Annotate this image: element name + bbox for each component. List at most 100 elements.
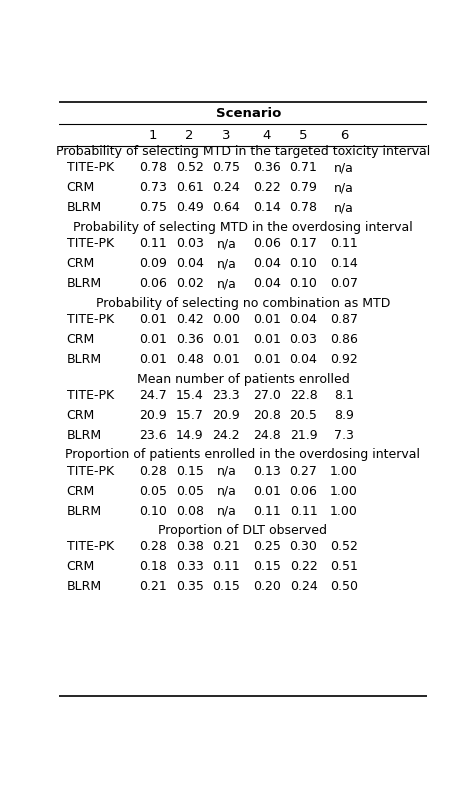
Text: 1.00: 1.00 [330, 485, 358, 497]
Text: 0.21: 0.21 [139, 581, 167, 593]
Text: 0.75: 0.75 [212, 162, 240, 174]
Text: 0.92: 0.92 [330, 353, 358, 366]
Text: 23.3: 23.3 [212, 388, 240, 402]
Text: 0.05: 0.05 [176, 485, 204, 497]
Text: 0.06: 0.06 [290, 485, 318, 497]
Text: 0.24: 0.24 [290, 581, 318, 593]
Text: 8.1: 8.1 [334, 388, 354, 402]
Text: 0.01: 0.01 [212, 353, 240, 366]
Text: 0.30: 0.30 [290, 541, 318, 553]
Text: 0.79: 0.79 [290, 181, 318, 194]
Text: BLRM: BLRM [66, 353, 102, 366]
Text: 0.04: 0.04 [290, 353, 318, 366]
Text: 0.03: 0.03 [290, 333, 318, 346]
Text: n/a: n/a [334, 181, 354, 194]
Text: 0.22: 0.22 [290, 560, 318, 574]
Text: n/a: n/a [217, 237, 237, 250]
Text: 24.7: 24.7 [139, 388, 167, 402]
Text: TITE-PK: TITE-PK [66, 313, 114, 326]
Text: 2: 2 [185, 129, 194, 143]
Text: 5: 5 [299, 129, 308, 143]
Text: CRM: CRM [66, 333, 95, 346]
Text: 0.25: 0.25 [253, 541, 281, 553]
Text: 0.15: 0.15 [212, 581, 240, 593]
Text: 0.52: 0.52 [330, 541, 358, 553]
Text: 0.28: 0.28 [139, 541, 167, 553]
Text: 0.49: 0.49 [176, 201, 203, 214]
Text: 21.9: 21.9 [290, 429, 318, 442]
Text: 0.11: 0.11 [139, 237, 167, 250]
Text: 3: 3 [222, 129, 231, 143]
Text: 0.64: 0.64 [212, 201, 240, 214]
Text: 0.01: 0.01 [253, 313, 281, 326]
Text: 0.86: 0.86 [330, 333, 358, 346]
Text: 0.05: 0.05 [139, 485, 167, 497]
Text: 0.52: 0.52 [176, 162, 204, 174]
Text: 15.4: 15.4 [176, 388, 203, 402]
Text: 0.08: 0.08 [176, 504, 204, 518]
Text: 20.8: 20.8 [253, 409, 281, 422]
Text: 0.38: 0.38 [176, 541, 204, 553]
Text: BLRM: BLRM [66, 277, 102, 290]
Text: 0.06: 0.06 [253, 237, 281, 250]
Text: Probability of selecting no combination as MTD: Probability of selecting no combination … [96, 297, 390, 310]
Text: TITE-PK: TITE-PK [66, 465, 114, 478]
Text: 0.21: 0.21 [212, 541, 240, 553]
Text: 20.9: 20.9 [212, 409, 240, 422]
Text: 23.6: 23.6 [139, 429, 167, 442]
Text: 0.36: 0.36 [253, 162, 281, 174]
Text: 0.48: 0.48 [176, 353, 204, 366]
Text: CRM: CRM [66, 181, 95, 194]
Text: BLRM: BLRM [66, 581, 102, 593]
Text: 0.75: 0.75 [139, 201, 167, 214]
Text: 0.78: 0.78 [139, 162, 167, 174]
Text: 0.14: 0.14 [330, 257, 358, 270]
Text: 0.50: 0.50 [330, 581, 358, 593]
Text: TITE-PK: TITE-PK [66, 162, 114, 174]
Text: n/a: n/a [334, 201, 354, 214]
Text: 0.03: 0.03 [176, 237, 204, 250]
Text: 0.18: 0.18 [139, 560, 167, 574]
Text: n/a: n/a [217, 277, 237, 290]
Text: 0.28: 0.28 [139, 465, 167, 478]
Text: BLRM: BLRM [66, 201, 102, 214]
Text: 0.42: 0.42 [176, 313, 203, 326]
Text: 0.10: 0.10 [290, 277, 318, 290]
Text: Proportion of DLT observed: Proportion of DLT observed [158, 524, 328, 537]
Text: 0.01: 0.01 [139, 313, 167, 326]
Text: 0.51: 0.51 [330, 560, 358, 574]
Text: 4: 4 [263, 129, 271, 143]
Text: 24.8: 24.8 [253, 429, 281, 442]
Text: Scenario: Scenario [216, 107, 281, 121]
Text: 0.04: 0.04 [290, 313, 318, 326]
Text: 0.20: 0.20 [253, 581, 281, 593]
Text: 0.24: 0.24 [212, 181, 240, 194]
Text: BLRM: BLRM [66, 429, 102, 442]
Text: 24.2: 24.2 [212, 429, 240, 442]
Text: 6: 6 [340, 129, 348, 143]
Text: 0.01: 0.01 [253, 485, 281, 497]
Text: 0.01: 0.01 [139, 353, 167, 366]
Text: TITE-PK: TITE-PK [66, 388, 114, 402]
Text: 14.9: 14.9 [176, 429, 203, 442]
Text: 22.8: 22.8 [290, 388, 318, 402]
Text: CRM: CRM [66, 409, 95, 422]
Text: 0.17: 0.17 [290, 237, 318, 250]
Text: 0.10: 0.10 [139, 504, 167, 518]
Text: 0.15: 0.15 [253, 560, 281, 574]
Text: 0.13: 0.13 [253, 465, 281, 478]
Text: 0.27: 0.27 [290, 465, 318, 478]
Text: CRM: CRM [66, 485, 95, 497]
Text: 1: 1 [149, 129, 157, 143]
Text: 0.04: 0.04 [253, 257, 281, 270]
Text: 0.00: 0.00 [212, 313, 240, 326]
Text: 20.5: 20.5 [290, 409, 318, 422]
Text: 0.35: 0.35 [176, 581, 204, 593]
Text: 8.9: 8.9 [334, 409, 354, 422]
Text: 0.01: 0.01 [253, 333, 281, 346]
Text: 0.06: 0.06 [139, 277, 167, 290]
Text: 0.11: 0.11 [290, 504, 318, 518]
Text: 0.10: 0.10 [290, 257, 318, 270]
Text: CRM: CRM [66, 257, 95, 270]
Text: Mean number of patients enrolled: Mean number of patients enrolled [137, 373, 349, 385]
